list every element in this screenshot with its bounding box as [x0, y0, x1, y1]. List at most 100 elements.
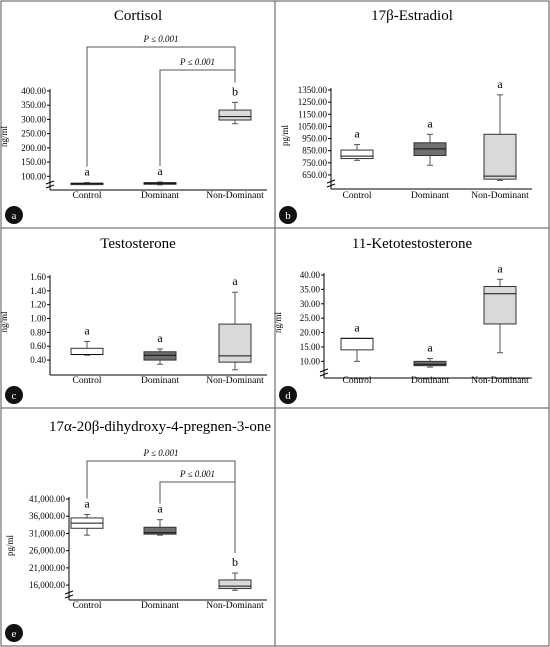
significance-bracket	[159, 69, 236, 166]
y-axis-label: ng/ml	[0, 126, 9, 148]
y-tick-label: 10.00	[300, 356, 321, 366]
panel-badge	[279, 386, 297, 404]
box-iqr	[143, 526, 177, 535]
panel-badge-letter: d	[285, 390, 291, 402]
significance-letter: a	[497, 261, 503, 275]
chart-panel-d: 11-Ketotestosterone 40.00 35.00 30.00 25.00 2…	[273, 236, 532, 404]
p-value-label: P ≤ 0.001	[142, 34, 178, 44]
chart-title: Cortisol	[114, 8, 162, 24]
box-2	[218, 572, 252, 591]
box-0	[340, 337, 374, 362]
y-tick-label: 1050.00	[298, 121, 328, 131]
p-value-label: P ≤ 0.001	[179, 469, 215, 479]
panel-badge	[279, 206, 297, 224]
significance-letter: a	[157, 331, 163, 345]
y-tick-label: 1150.00	[298, 109, 327, 119]
box-1	[413, 133, 447, 166]
y-tick-label: 41,000.00	[29, 494, 66, 504]
panel-badge	[5, 624, 23, 642]
box-iqr	[413, 360, 447, 367]
significance-letter: a	[354, 320, 360, 334]
x-category-label: Non-Dominant	[206, 601, 264, 611]
significance-letter: a	[84, 497, 90, 511]
y-tick-label: 100.00	[21, 171, 46, 181]
x-category-label: Control	[342, 191, 371, 201]
y-tick-label: 300.00	[21, 114, 46, 124]
box-iqr	[218, 323, 252, 363]
box-2	[483, 94, 517, 181]
y-tick-label: 30.00	[300, 299, 321, 309]
y-tick-label: 40.00	[300, 270, 321, 280]
y-tick-label: 950.00	[302, 134, 327, 144]
panel-badge-letter: c	[12, 390, 17, 402]
chart-title: Testosterone	[100, 236, 176, 252]
chart-panel-e: 17α-20β-dihydroxy-4-pregnen-3-one 41,000.…	[5, 419, 271, 642]
box-0	[340, 144, 374, 161]
y-tick-label: 1350.00	[298, 85, 328, 95]
box-2	[218, 291, 252, 371]
y-tick-label: 250.00	[21, 129, 46, 139]
significance-letter: a	[497, 77, 503, 91]
significance-letter: a	[427, 116, 433, 130]
y-axis-label: ng/ml	[0, 311, 9, 333]
axis-break-mark	[326, 179, 336, 188]
panel-badge	[5, 386, 23, 404]
x-category-label: Dominant	[141, 601, 179, 611]
significance-letter: b	[232, 84, 238, 98]
x-category-label: Dominant	[141, 376, 179, 386]
box-1	[143, 519, 177, 536]
y-tick-label: 750.00	[302, 158, 327, 168]
box-2	[218, 101, 252, 125]
x-category-label: Dominant	[411, 376, 449, 386]
y-tick-label: 16,000.00	[29, 580, 66, 590]
y-tick-label: 0.40	[30, 355, 46, 365]
panel-frame	[0, 407, 276, 647]
y-tick-label: 0.80	[30, 327, 46, 337]
box-1	[143, 181, 177, 186]
y-tick-label: 25.00	[300, 313, 321, 323]
box-iqr	[340, 149, 374, 160]
box-0	[70, 340, 104, 356]
chart-title: 11-Ketotestosterone	[352, 236, 473, 252]
significance-letter: b	[232, 555, 238, 569]
x-category-label: Dominant	[141, 191, 179, 201]
panel-frame	[0, 227, 276, 409]
y-axis-label: pg/ml	[280, 125, 290, 147]
x-category-label: Non-Dominant	[206, 191, 264, 201]
box-iqr	[218, 109, 252, 121]
box-iqr	[483, 133, 517, 180]
significance-bracket	[86, 46, 236, 167]
panel-badge	[5, 206, 23, 224]
p-value-label: P ≤ 0.001	[179, 57, 215, 67]
x-category-label: Non-Dominant	[471, 191, 529, 201]
y-tick-label: 26,000.00	[29, 546, 66, 556]
panel-badge-letter: e	[12, 628, 17, 640]
box-iqr	[218, 579, 252, 590]
chart-panel-c: Testosterone 1.60 1.40 1.20 1.00 0.80 0.60 0.40…	[0, 236, 267, 404]
x-category-label: Dominant	[411, 191, 449, 201]
y-tick-label: 1.40	[30, 286, 46, 296]
significance-bracket	[159, 481, 236, 554]
p-value-label: P ≤ 0.001	[142, 448, 178, 458]
significance-letter: a	[354, 127, 360, 141]
panel-frame	[274, 407, 550, 647]
x-category-label: Control	[342, 376, 371, 386]
chart-title: 17α-20β-dihydroxy-4-pregnen-3-one	[49, 419, 271, 435]
y-tick-label: 1.20	[30, 300, 46, 310]
significance-letter: a	[157, 502, 163, 516]
y-tick-label: 1250.00	[298, 97, 328, 107]
axis-break-mark	[45, 180, 55, 189]
y-tick-label: 0.60	[30, 341, 46, 351]
y-tick-label: 650.00	[302, 170, 327, 180]
box-2	[483, 278, 517, 354]
y-tick-label: 35.00	[300, 284, 321, 294]
box-1	[413, 357, 447, 368]
box-iqr	[340, 337, 374, 351]
significance-letter: a	[84, 165, 90, 179]
y-tick-label: 21,000.00	[29, 563, 66, 573]
chart-panel-b: 17β-Estradiol 1350.00 1250.00 1150.00 1050.0…	[279, 8, 532, 224]
x-category-label: Non-Dominant	[471, 376, 529, 386]
y-axis-label: pg/ml	[5, 535, 15, 557]
x-category-label: Control	[72, 376, 101, 386]
